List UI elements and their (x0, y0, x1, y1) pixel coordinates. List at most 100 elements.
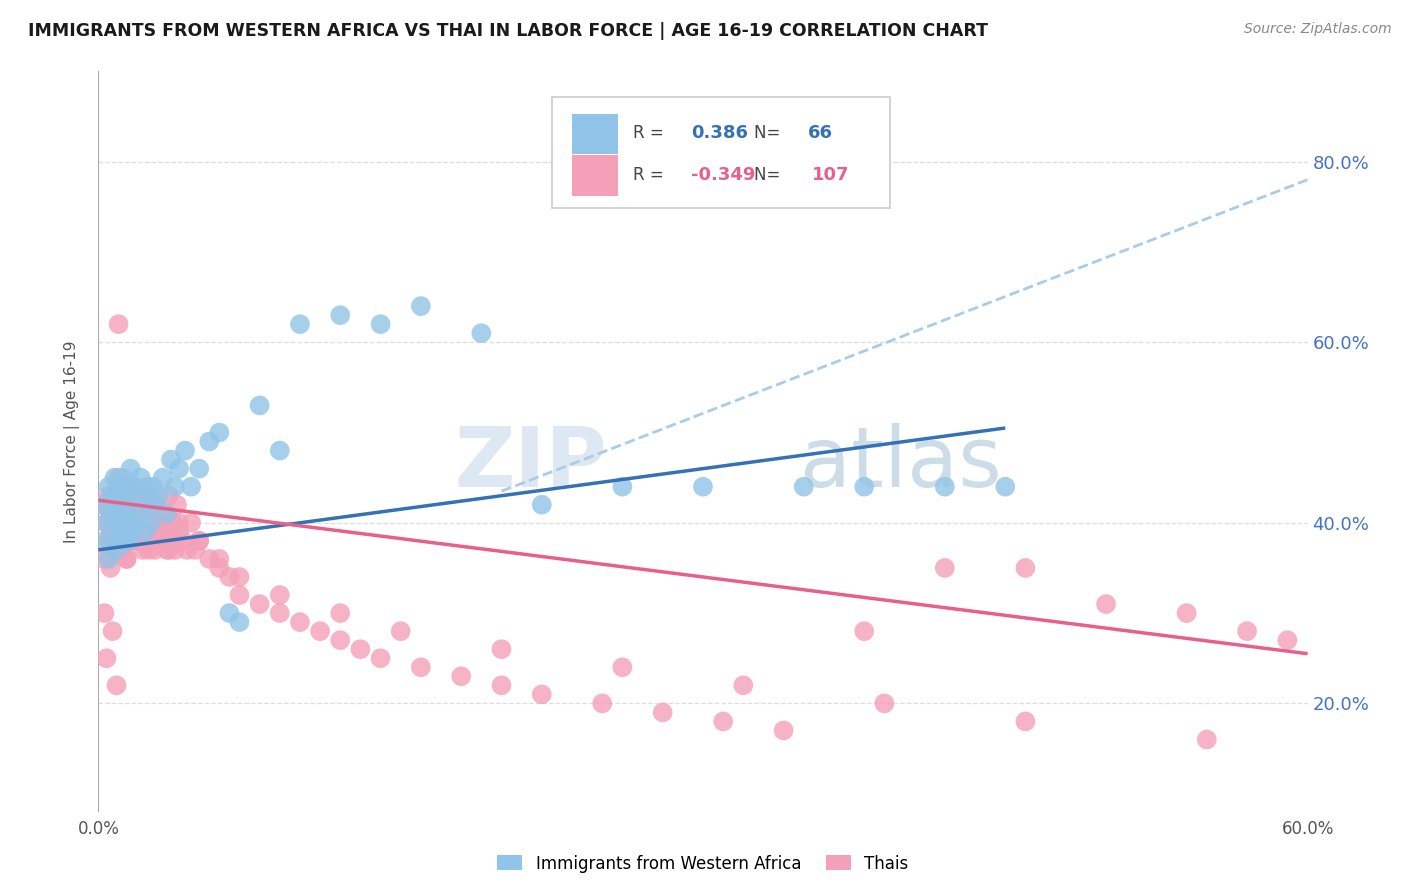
Point (166, 498, 188, 512)
Point (100, 524, 122, 539)
Text: 0.386: 0.386 (690, 124, 748, 142)
Point (148, 489, 170, 503)
Point (409, 660, 432, 674)
Point (198, 434, 221, 449)
Point (711, 714, 734, 729)
Point (103, 516, 125, 530)
Point (138, 542, 160, 557)
Point (114, 498, 136, 512)
Point (167, 516, 190, 530)
Point (612, 660, 634, 674)
Point (143, 542, 166, 557)
Point (129, 470, 152, 484)
Point (105, 516, 128, 530)
Point (97, 552, 120, 566)
Point (96, 516, 118, 530)
Point (135, 524, 157, 539)
Point (110, 524, 132, 539)
Point (128, 533, 150, 548)
Text: ZIP: ZIP (454, 423, 606, 504)
Point (107, 470, 129, 484)
Point (111, 470, 134, 484)
Point (111, 489, 134, 503)
Point (853, 624, 876, 639)
Point (873, 697, 896, 711)
Point (118, 480, 141, 494)
Point (1095, 597, 1118, 611)
Point (409, 299, 432, 313)
Point (218, 606, 240, 620)
Point (115, 498, 138, 512)
Point (139, 533, 162, 548)
Point (125, 516, 148, 530)
Point (120, 533, 142, 548)
Point (110, 507, 132, 521)
Point (114, 516, 136, 530)
Point (184, 542, 207, 557)
Text: -0.349: -0.349 (690, 166, 755, 184)
Point (142, 480, 165, 494)
Point (97, 489, 120, 503)
Point (105, 542, 128, 557)
Point (153, 516, 176, 530)
Point (124, 524, 146, 539)
Point (115, 480, 138, 494)
Point (733, 678, 755, 692)
Point (138, 489, 160, 503)
Point (101, 507, 124, 521)
Point (134, 524, 156, 539)
Point (114, 533, 136, 548)
Point (853, 480, 876, 494)
Point (128, 489, 150, 503)
Point (148, 524, 170, 539)
Point (249, 597, 271, 611)
Point (934, 561, 956, 575)
Point (118, 516, 141, 530)
Point (793, 480, 815, 494)
Text: 66: 66 (808, 124, 834, 142)
Point (142, 516, 165, 530)
Point (93, 606, 115, 620)
Point (134, 507, 156, 521)
Point (148, 524, 170, 539)
Text: R =: R = (633, 166, 669, 184)
Point (163, 480, 186, 494)
Point (218, 570, 240, 584)
Text: R =: R = (633, 124, 669, 142)
Point (470, 326, 492, 341)
Point (772, 723, 794, 738)
Point (139, 516, 162, 530)
Point (198, 552, 221, 566)
Legend: Immigrants from Western Africa, Thais: Immigrants from Western Africa, Thais (491, 848, 915, 880)
Point (208, 561, 231, 575)
Point (110, 516, 132, 530)
Point (152, 470, 174, 484)
Point (228, 588, 250, 602)
Text: 107: 107 (811, 166, 849, 184)
Point (111, 542, 134, 557)
Point (288, 317, 311, 331)
Point (97, 533, 120, 548)
Point (101, 533, 124, 548)
Point (1175, 606, 1198, 620)
Y-axis label: In Labor Force | Age 16-19: In Labor Force | Age 16-19 (63, 340, 80, 543)
Point (269, 588, 291, 602)
Point (156, 507, 179, 521)
Point (107, 507, 129, 521)
Point (167, 461, 190, 475)
Point (118, 533, 141, 548)
Point (172, 533, 194, 548)
Point (110, 489, 132, 503)
Point (530, 498, 553, 512)
Point (103, 533, 125, 548)
Point (162, 516, 184, 530)
Point (129, 498, 152, 512)
Point (115, 516, 138, 530)
Point (450, 669, 472, 683)
Point (167, 524, 190, 539)
Point (180, 516, 202, 530)
Point (389, 624, 412, 639)
Point (91, 498, 114, 512)
Point (208, 425, 231, 440)
Point (121, 524, 143, 539)
